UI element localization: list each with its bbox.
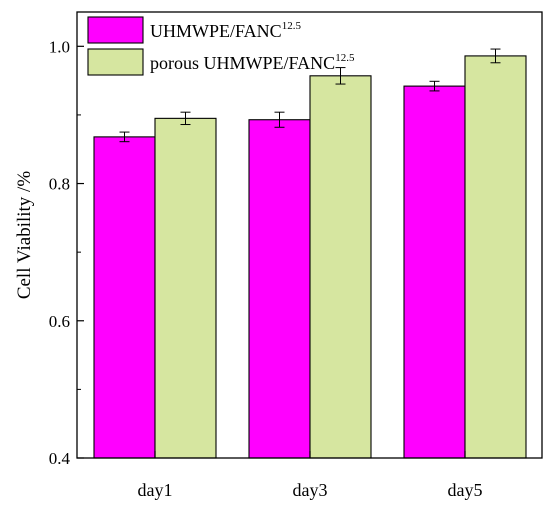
bar-day1-series-2 (154, 117, 217, 459)
x-tick-label-day1: day1 (138, 480, 173, 500)
bar-day3-series-2 (309, 75, 372, 459)
y-axis-label: Cell Viability /% (14, 171, 35, 300)
legend-label-superscript: 12.5 (282, 20, 302, 32)
bar-day1-series-1 (93, 136, 156, 459)
x-axis: day1 day3 day5 (138, 451, 483, 500)
legend: UHMWPE/FANC12.5 porous UHMWPE/FANC12.5 (87, 16, 355, 76)
y-tick-label: 1.0 (49, 37, 70, 56)
legend-label-superscript: 12.5 (335, 52, 355, 64)
error-bar-day1-series-1 (119, 131, 130, 143)
legend-swatch-series-2 (87, 48, 144, 76)
bar-day5-series-2 (464, 55, 527, 459)
bar-day5-series-1 (403, 85, 466, 459)
legend-swatch-series-1 (87, 16, 144, 44)
legend-label-series-2: porous UHMWPE/FANC12.5 (150, 52, 355, 73)
y-tick-label: 0.6 (49, 312, 70, 331)
bar-day3-series-1 (248, 119, 311, 459)
bars-layer (93, 55, 527, 459)
x-tick-label-day5: day5 (448, 480, 483, 500)
error-bar-day5-series-1 (429, 80, 440, 92)
y-tick-label: 0.4 (49, 449, 71, 468)
error-bar-day3-series-1 (274, 111, 285, 128)
error-bar-day3-series-2 (335, 67, 346, 85)
legend-label-series-1: UHMWPE/FANC12.5 (150, 20, 301, 41)
error-bar-day5-series-2 (490, 48, 501, 64)
y-tick-label: 0.8 (49, 175, 70, 194)
error-bar-day1-series-2 (180, 111, 191, 126)
y-axis: 0.4 0.6 0.8 1.0 (49, 37, 84, 468)
error-bars-layer (119, 48, 501, 143)
x-tick-label-day3: day3 (293, 480, 328, 500)
